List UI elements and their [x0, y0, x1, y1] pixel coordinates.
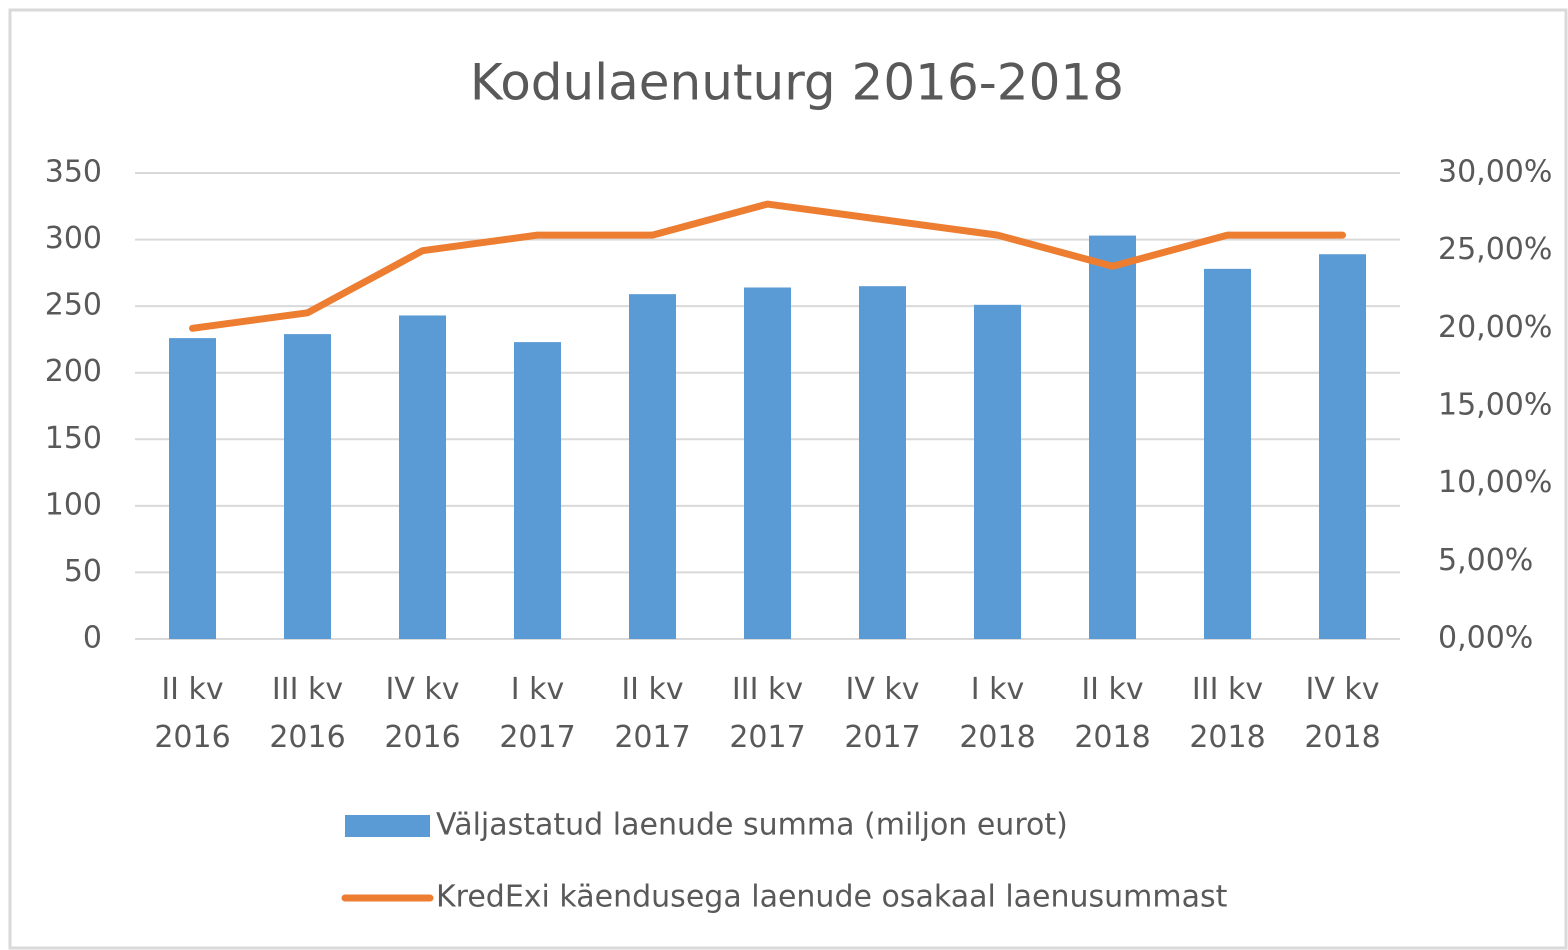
- bar: [399, 315, 446, 639]
- bar: [974, 304, 1021, 639]
- legend-label: Väljastatud laenude summa (miljon eurot): [436, 808, 1068, 843]
- y-tick-label: 200: [45, 354, 102, 389]
- y2-tick-label: 0,00%: [1438, 621, 1533, 656]
- x-tick-label: IV kv 2016: [384, 672, 460, 755]
- y2-tick-label: 5,00%: [1438, 543, 1533, 578]
- bar: [284, 334, 331, 639]
- y-tick-label: 0: [83, 621, 102, 656]
- line: [189, 200, 1346, 332]
- x-tick-label: III kv 2016: [269, 672, 345, 755]
- y2-tick-label: 30,00%: [1438, 155, 1552, 190]
- bar: [859, 286, 906, 639]
- bar: [169, 338, 216, 639]
- y-tick-label: 150: [45, 421, 102, 456]
- y2-tick-label: 15,00%: [1438, 388, 1552, 423]
- y-tick-label: 250: [45, 288, 102, 323]
- x-tick-label: I kv 2017: [499, 672, 575, 755]
- y-tick-label: 350: [45, 155, 102, 190]
- bar: [1089, 235, 1136, 639]
- y2-tick-label: 10,00%: [1438, 465, 1552, 500]
- x-tick-label: I kv 2018: [959, 672, 1035, 755]
- y2-tick-label: 25,00%: [1438, 232, 1552, 267]
- x-tick-label: II kv 2016: [154, 672, 230, 755]
- bar: [1319, 254, 1366, 639]
- x-tick-label: III kv 2018: [1189, 672, 1265, 755]
- x-tick-label: III kv 2017: [729, 672, 805, 755]
- x-tick-label: II kv 2018: [1074, 672, 1150, 755]
- bar: [514, 342, 561, 639]
- y2-tick-label: 20,00%: [1438, 310, 1552, 345]
- chart-title: Kodulaenuturg 2016-2018: [470, 54, 1124, 112]
- y-tick-label: 300: [45, 221, 102, 256]
- legend-swatch: [345, 815, 430, 837]
- y-tick-label: 50: [64, 554, 102, 589]
- bar: [629, 294, 676, 639]
- bar: [1204, 268, 1251, 639]
- x-tick-label: IV kv 2017: [844, 672, 920, 755]
- bar: [744, 287, 791, 639]
- x-tick-label: II kv 2017: [614, 672, 690, 755]
- legend-label: KredExi käendusega laenude osakaal laenu…: [436, 880, 1228, 915]
- y-tick-label: 100: [45, 487, 102, 522]
- x-tick-label: IV kv 2018: [1304, 672, 1380, 755]
